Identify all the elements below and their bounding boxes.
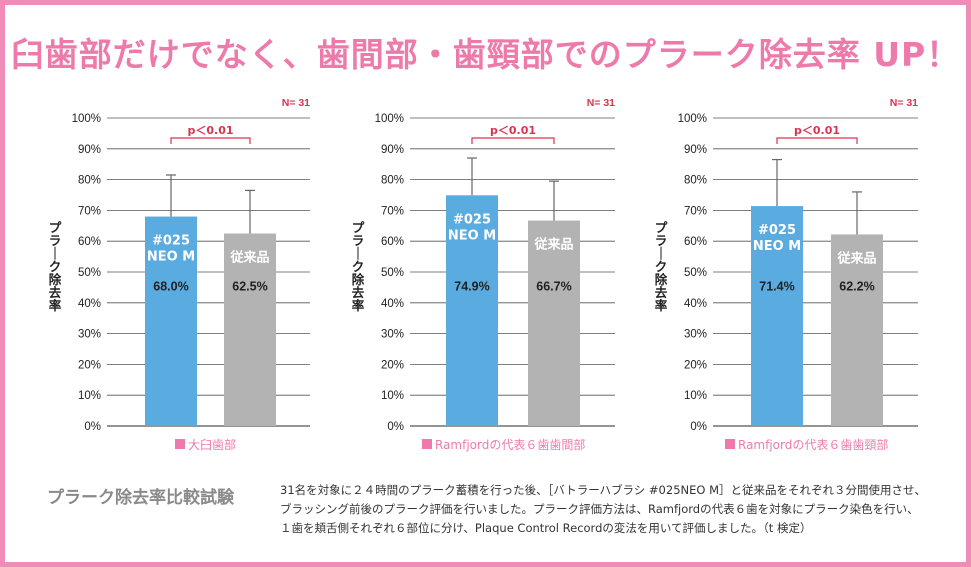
bar-neo — [446, 195, 498, 426]
footer-description: 31名を対象に２４時間のプラーク蓄積を行った後、［バトラーハブラシ #025NE… — [280, 481, 930, 538]
y-tick-label: 80% — [381, 175, 404, 187]
bar-value-label: 66.7% — [536, 279, 571, 293]
y-tick-label: 60% — [684, 236, 707, 248]
bar-category-label: #025 — [453, 212, 491, 227]
footer-line: 31名を対象に２４時間のプラーク蓄積を行った後、［バトラーハブラシ #025NE… — [280, 483, 927, 497]
y-tick-label: 40% — [684, 298, 707, 310]
legend-label: 大臼歯部 — [188, 437, 236, 452]
y-tick-label: 100% — [72, 113, 101, 125]
significance-label: p＜0.01 — [490, 124, 536, 137]
y-tick-label: 100% — [375, 113, 404, 125]
bar-category-label: #025 — [152, 234, 190, 249]
headline: 臼歯部だけでなく、歯間部・歯頸部でのプラーク除去率 UP！ — [10, 35, 961, 74]
y-tick-label: 30% — [381, 329, 404, 341]
y-tick-label: 80% — [684, 175, 707, 187]
significance-label: p＜0.01 — [187, 124, 233, 137]
y-tick-label: 0% — [387, 421, 404, 433]
legend-label: Ramfjordの代表６歯歯頸部 — [738, 437, 888, 452]
y-tick-label: 30% — [78, 329, 101, 341]
y-tick-label: 90% — [684, 144, 707, 156]
bar-value-label: 68.0% — [153, 279, 188, 293]
y-tick-label: 60% — [381, 236, 404, 248]
significance-bracket — [170, 137, 251, 145]
y-tick-label: 70% — [78, 205, 101, 217]
y-tick-label: 70% — [381, 205, 404, 217]
y-axis-label: プラ｜ク除去率 — [49, 220, 62, 313]
legend-swatch — [725, 439, 735, 449]
y-tick-label: 20% — [381, 359, 404, 371]
y-tick-label: 90% — [381, 144, 404, 156]
bar-neo — [145, 216, 197, 426]
y-tick-label: 40% — [78, 298, 101, 310]
y-axis-label: プラ｜ク除去率 — [352, 220, 365, 313]
bar-category-label: 従来品 — [836, 250, 876, 266]
y-tick-label: 40% — [381, 298, 404, 310]
legend-label: Ramfjordの代表６歯歯間部 — [435, 437, 585, 452]
significance-bracket — [776, 137, 858, 145]
charts-canvas: 0% 10% 20% 30% 40% 50% 60% 70% 80% 90% 100% プラ｜ク除去率… — [49, 97, 918, 452]
significance-bracket — [471, 137, 555, 145]
y-tick-label: 10% — [684, 390, 707, 402]
y-tick-label: 50% — [381, 267, 404, 279]
y-tick-label: 50% — [684, 267, 707, 279]
footer-title: プラーク除去率比較試験 — [47, 488, 234, 508]
bar-category-label: NEO M — [753, 239, 801, 254]
bar-value-label: 62.2% — [839, 279, 874, 293]
y-tick-label: 80% — [78, 175, 101, 187]
footer-line: ブラッシング前後のプラーク評価を行いました。プラーク評価方法は、Ramfjord… — [280, 502, 919, 516]
y-tick-label: 10% — [78, 390, 101, 402]
bar-category-label: NEO M — [147, 250, 195, 265]
y-tick-label: 30% — [684, 329, 707, 341]
bar-conventional — [831, 234, 883, 426]
y-tick-label: 60% — [78, 236, 101, 248]
y-tick-label: 100% — [678, 113, 707, 125]
n-label: N= 31 — [282, 97, 310, 109]
bar-neo — [751, 206, 803, 426]
y-tick-label: 10% — [381, 390, 404, 402]
legend-swatch — [175, 439, 185, 449]
bar-value-label: 74.9% — [454, 279, 489, 293]
y-tick-label: 20% — [78, 359, 101, 371]
footer-line: １歯を頬舌側それぞれ６部位に分け、Plaque Control Recordの変… — [280, 521, 812, 535]
legend-swatch — [422, 439, 432, 449]
bar-conventional — [224, 233, 276, 426]
bar-category-label: NEO M — [448, 228, 496, 243]
bar-value-label: 71.4% — [759, 279, 794, 293]
y-tick-label: 0% — [690, 421, 707, 433]
y-tick-label: 50% — [78, 267, 101, 279]
bar-category-label: 従来品 — [533, 237, 573, 253]
y-tick-label: 0% — [84, 421, 101, 433]
bar-value-label: 62.5% — [232, 279, 267, 293]
bar-conventional — [528, 220, 580, 426]
bar-category-label: 従来品 — [229, 250, 269, 266]
y-axis-label: プラ｜ク除去率 — [655, 220, 668, 313]
y-tick-label: 90% — [78, 144, 101, 156]
n-label: N= 31 — [587, 97, 615, 109]
significance-label: p＜0.01 — [794, 124, 840, 137]
bar-category-label: #025 — [758, 223, 796, 238]
n-label: N= 31 — [890, 97, 918, 109]
y-tick-label: 70% — [684, 205, 707, 217]
y-tick-label: 20% — [684, 359, 707, 371]
